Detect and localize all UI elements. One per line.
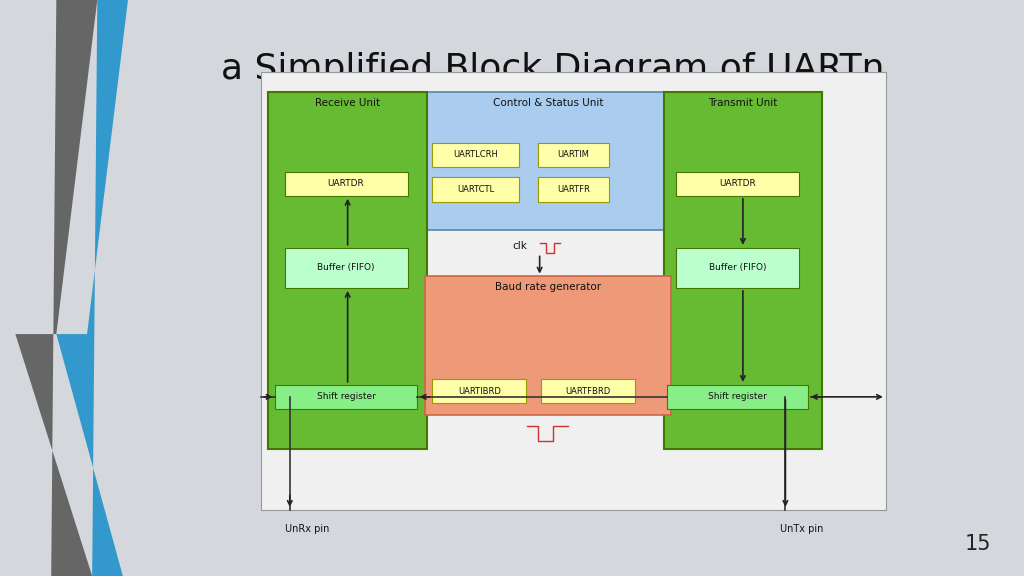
Text: UARTDR: UARTDR — [719, 179, 756, 188]
FancyBboxPatch shape — [268, 92, 427, 449]
Polygon shape — [56, 0, 128, 576]
FancyBboxPatch shape — [538, 177, 609, 202]
FancyBboxPatch shape — [285, 248, 408, 288]
Text: UARTLCRH: UARTLCRH — [454, 150, 498, 160]
Text: UARTFR: UARTFR — [557, 185, 590, 194]
FancyBboxPatch shape — [261, 72, 886, 510]
FancyBboxPatch shape — [676, 172, 799, 196]
Text: clk: clk — [512, 241, 527, 251]
Text: Buffer (FIFO): Buffer (FIFO) — [317, 263, 375, 272]
Text: UnTx pin: UnTx pin — [780, 524, 823, 534]
Polygon shape — [15, 0, 97, 576]
FancyBboxPatch shape — [285, 172, 408, 196]
Text: Shift register: Shift register — [708, 392, 767, 401]
FancyBboxPatch shape — [541, 379, 635, 403]
FancyBboxPatch shape — [664, 92, 822, 449]
Text: Shift register: Shift register — [316, 392, 376, 401]
Text: UARTCTL: UARTCTL — [457, 185, 495, 194]
Text: UARTIBRD: UARTIBRD — [458, 386, 501, 396]
FancyBboxPatch shape — [425, 92, 671, 230]
Text: Control & Status Unit: Control & Status Unit — [493, 98, 603, 108]
FancyBboxPatch shape — [432, 143, 519, 167]
FancyBboxPatch shape — [538, 143, 609, 167]
FancyBboxPatch shape — [432, 177, 519, 202]
FancyBboxPatch shape — [432, 379, 526, 403]
Text: a Simplified Block Diagram of UARTn: a Simplified Block Diagram of UARTn — [221, 52, 885, 86]
Text: UnRx pin: UnRx pin — [285, 524, 329, 534]
FancyBboxPatch shape — [425, 276, 671, 415]
Text: 15: 15 — [965, 535, 991, 554]
Text: Baud rate generator: Baud rate generator — [495, 282, 601, 292]
Text: UARTFBRD: UARTFBRD — [565, 386, 610, 396]
Text: Buffer (FIFO): Buffer (FIFO) — [709, 263, 766, 272]
FancyBboxPatch shape — [667, 385, 808, 409]
FancyBboxPatch shape — [676, 248, 799, 288]
Text: Receive Unit: Receive Unit — [315, 98, 380, 108]
FancyBboxPatch shape — [275, 385, 417, 409]
Text: UARTDR: UARTDR — [328, 179, 365, 188]
Text: UARTIM: UARTIM — [557, 150, 590, 160]
Text: Transmit Unit: Transmit Unit — [709, 98, 777, 108]
